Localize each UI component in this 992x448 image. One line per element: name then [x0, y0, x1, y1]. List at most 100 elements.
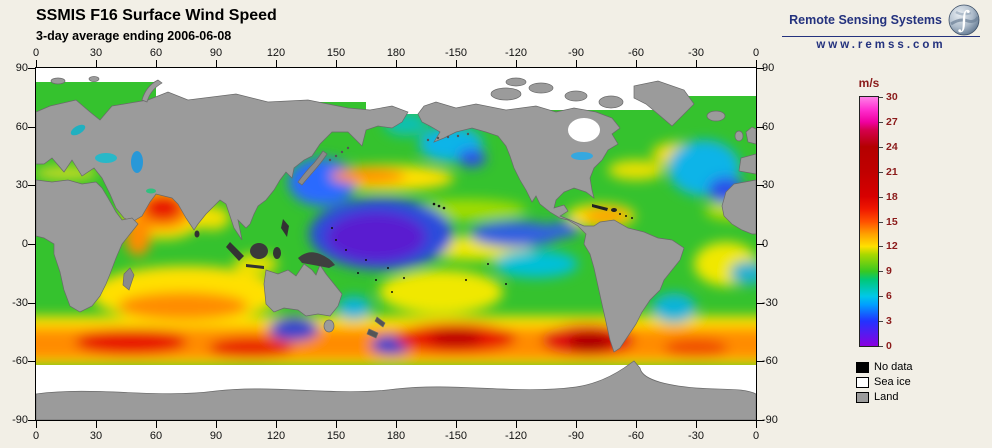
lon-tick-label: 150 — [326, 430, 346, 442]
colorbar-tick-label: 15 — [886, 215, 898, 228]
lon-tick-mark — [636, 421, 637, 428]
lat-tick-label: 0 — [762, 238, 769, 250]
lon-tick-label: -120 — [504, 430, 528, 442]
lat-tick-mark — [28, 126, 35, 128]
lat-tick-label: -90 — [762, 414, 778, 426]
brand-block: Remote Sensing Systems ∫ — [782, 4, 980, 51]
globe-integral-icon: ∫ — [948, 4, 980, 36]
colorbar-tick-mark — [879, 221, 883, 223]
lat-tick-mark — [28, 244, 35, 245]
page-title: SSMIS F16 Surface Wind Speed — [36, 7, 277, 24]
brand-divider — [782, 36, 980, 37]
colorbar-tick-label: 27 — [886, 115, 898, 128]
colorbar-tick-label: 30 — [886, 91, 898, 103]
brand-row: Remote Sensing Systems ∫ — [782, 4, 980, 36]
colorbar-tick-mark — [879, 346, 883, 347]
lat-tick-label: -90 — [12, 414, 28, 426]
lon-tick-label: 90 — [209, 47, 223, 59]
lon-tick-mark — [336, 421, 337, 428]
lon-tick-label: 120 — [266, 430, 286, 442]
colorbar-tick-mark — [879, 296, 883, 298]
lat-tick-label: -30 — [762, 296, 778, 309]
colorbar-gradient — [860, 97, 878, 346]
lon-tick-label: 120 — [266, 47, 286, 59]
lon-tick-label: 60 — [149, 430, 163, 442]
colorbar-unit-label: m/s — [858, 76, 880, 90]
lon-tick-label: -60 — [628, 47, 644, 59]
lon-tick-label: 90 — [209, 430, 223, 442]
lat-tick-label: 30 — [762, 179, 775, 192]
map-legend: No data Sea ice Land — [856, 360, 913, 405]
lat-tick-label: -60 — [12, 355, 28, 368]
lat-tick-label: 60 — [762, 120, 775, 133]
wind-speed-map-image — [36, 68, 756, 420]
lon-tick-label: 30 — [89, 430, 103, 442]
brand-url: www.remss.com — [816, 39, 946, 51]
legend-item: No data — [856, 360, 913, 374]
legend-label: No data — [874, 361, 913, 373]
lon-tick-mark — [396, 421, 397, 428]
world-map — [35, 67, 757, 421]
lon-tick-label: -150 — [444, 47, 468, 59]
lon-tick-mark — [696, 60, 697, 67]
colorbar-tick-label: 24 — [886, 140, 898, 153]
colorbar-tick-label: 3 — [886, 315, 892, 328]
lon-tick-mark — [456, 60, 457, 67]
brand-name: Remote Sensing Systems — [789, 13, 942, 27]
legend-label: Sea ice — [874, 376, 911, 388]
lat-tick-mark — [757, 126, 764, 128]
lat-tick-label: 60 — [15, 120, 28, 133]
lon-tick-mark — [336, 60, 337, 67]
svg-text:∫: ∫ — [958, 6, 971, 34]
lon-tick-label: 180 — [386, 430, 406, 442]
legend-item: Land — [856, 390, 913, 404]
lon-tick-mark — [396, 60, 397, 67]
lat-tick-label: -30 — [12, 296, 28, 309]
lon-tick-label: 0 — [32, 430, 40, 442]
lon-tick-label: 0 — [32, 47, 40, 59]
colorbar-tick-label: 9 — [886, 265, 892, 278]
lon-tick-mark — [96, 60, 97, 67]
lon-tick-label: -60 — [628, 430, 644, 442]
colorbar-tick-label: 6 — [886, 290, 892, 303]
lon-tick-label: -30 — [688, 430, 704, 442]
lat-tick-label: 0 — [21, 238, 28, 250]
legend-item: Sea ice — [856, 375, 913, 389]
lat-tick-mark — [28, 302, 35, 304]
lon-tick-label: 30 — [89, 47, 103, 59]
colorbar-tick-mark — [879, 321, 883, 323]
lon-tick-mark — [156, 421, 157, 428]
colorbar-tick-label: 18 — [886, 190, 898, 203]
lat-tick-mark — [757, 420, 764, 421]
lat-tick-mark — [757, 244, 764, 245]
legend-swatch-sea-ice — [856, 376, 869, 388]
lon-tick-mark — [456, 421, 457, 428]
lat-tick-label: 90 — [762, 62, 775, 74]
lon-tick-label: -150 — [444, 430, 468, 442]
lon-tick-label: 0 — [752, 430, 760, 442]
lon-tick-mark — [756, 421, 757, 428]
legend-swatch-land — [856, 391, 869, 403]
lon-tick-mark — [756, 60, 757, 67]
lon-tick-mark — [216, 421, 217, 428]
lon-tick-mark — [516, 421, 517, 428]
colorbar-tick-label: 12 — [886, 240, 898, 253]
lat-tick-mark — [28, 420, 35, 421]
lon-tick-mark — [36, 60, 37, 67]
colorbar-tick-mark — [879, 146, 883, 148]
lat-tick-label: 30 — [15, 179, 28, 192]
legend-swatch-no-data — [856, 361, 869, 373]
lon-tick-label: 180 — [386, 47, 406, 59]
colorbar — [859, 96, 879, 347]
lat-tick-mark — [28, 68, 35, 69]
lon-tick-mark — [276, 421, 277, 428]
lon-tick-mark — [696, 421, 697, 428]
lon-tick-mark — [576, 60, 577, 67]
lon-tick-mark — [96, 421, 97, 428]
lon-tick-mark — [636, 60, 637, 67]
lon-tick-label: 0 — [752, 47, 760, 59]
lon-tick-mark — [516, 60, 517, 67]
lon-tick-label: -120 — [504, 47, 528, 59]
colorbar-tick-mark — [879, 246, 883, 248]
